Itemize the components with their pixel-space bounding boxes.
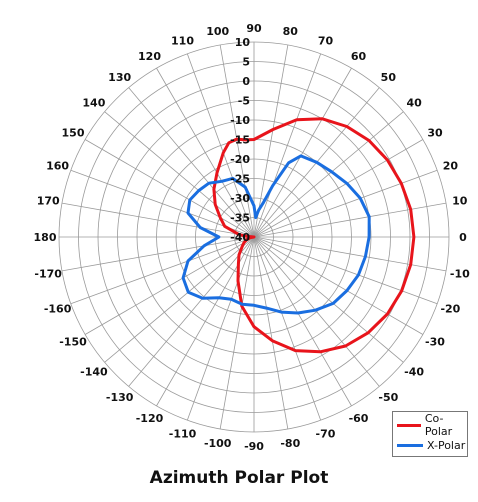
angle-tick-label: -100 [204,437,232,450]
grid-spoke [253,236,447,272]
series-line-x-polar [181,154,371,315]
legend-swatch-co-polar [397,423,421,427]
series-layer [181,117,416,354]
grid-spoke [128,236,255,387]
radial-tick-label: 0 [242,75,250,88]
grid-spoke [253,236,404,363]
grid-spoke [186,53,255,238]
angle-tick-label: -70 [316,427,336,440]
angle-tick-label: -140 [80,365,108,378]
radial-tick-label: -30 [230,192,250,205]
grid-spoke [156,67,255,238]
angle-tick-label: -10 [450,267,470,280]
radial-tick-label: 5 [242,56,250,69]
angle-tick-label: 80 [283,25,299,38]
grid-spoke [84,139,255,238]
angle-tick-label: 30 [427,127,443,140]
grid-spoke [253,202,447,238]
grid-spoke [253,111,404,238]
chart-title: Azimuth Polar Plot [149,468,329,488]
angle-tick-label: 0 [459,231,467,244]
grid-spoke [253,236,289,430]
grid-spoke [104,236,255,363]
radial-tick-label: -35 [230,212,250,225]
angle-tick-label: -120 [136,412,164,425]
angle-tick-label: 130 [108,71,131,84]
legend: Co-Polar X-Polar [392,411,468,457]
grid-spoke [253,169,438,238]
angle-tick-label: -130 [106,391,134,404]
angle-tick-label: -60 [349,412,369,425]
grid-spoke [253,67,352,238]
angle-tick-label: 160 [46,160,69,173]
angle-tick-label: -30 [425,336,445,349]
angle-tick-label: -90 [244,440,264,453]
radial-tick-label: -25 [230,173,250,186]
angle-tick-label: -20 [440,302,460,315]
legend-swatch-x-polar [397,443,423,447]
angle-tick-label: -50 [378,391,398,404]
grid-spoke [70,236,255,305]
grid-spoke [253,236,380,387]
angle-tick-label: 70 [318,35,334,48]
angle-tick-label: 150 [62,127,85,140]
grid-spoke [128,87,255,238]
radial-tick-label: 10 [235,36,251,49]
grid-spoke [219,44,255,238]
legend-item-x-polar: X-Polar [397,437,465,453]
angle-tick-label: 60 [351,50,367,63]
angle-tick-label: 90 [246,22,262,35]
legend-item-co-polar: Co-Polar [397,412,467,438]
radial-tick-label: -10 [230,114,250,127]
grid-spoke [253,236,424,335]
grid-spoke [84,236,255,335]
grid-spoke [186,236,255,421]
angle-tick-label: 170 [37,195,60,208]
angle-tick-label: 110 [171,35,194,48]
angle-tick-labels: 0102030405060708090100110120130140150160… [34,22,471,453]
series-line-co-polar [212,117,416,354]
grid-spoke [253,236,322,421]
grid-spoke [219,236,255,430]
radial-tick-label: -40 [230,231,250,244]
angle-tick-label: 10 [452,195,468,208]
radial-tick-label: -15 [230,134,250,147]
legend-label-x-polar: X-Polar [427,438,466,452]
angle-tick-label: 40 [406,97,422,110]
angle-tick-label: 100 [206,25,229,38]
grid-spoke [253,53,322,238]
angle-tick-label: -160 [44,302,72,315]
grid-spoke [253,139,424,238]
angle-tick-label: -170 [34,267,62,280]
angle-tick-label: 20 [443,160,459,173]
radial-tick-labels: 10 5 0 -5 -10 -15 -20 -25 -30 -35 -40 [230,36,250,244]
grid-spoke [253,236,438,305]
angle-tick-label: -110 [169,427,197,440]
angle-tick-label: 140 [82,97,105,110]
grid-spoke [104,111,255,238]
grid-spoke [61,202,255,238]
angle-tick-label: -150 [59,336,87,349]
grid-spoke [61,236,255,272]
angle-tick-label: -80 [280,437,300,450]
grid-spoke [253,236,352,407]
radial-tick-label: -5 [238,95,250,108]
legend-label-co-polar: Co-Polar [424,412,453,438]
angle-tick-label: 120 [138,50,161,63]
angle-tick-label: -40 [404,365,424,378]
radial-tick-label: -20 [230,153,250,166]
angle-tick-label: 180 [34,231,57,244]
grid-spoke [253,44,289,238]
angle-tick-label: 50 [381,71,397,84]
